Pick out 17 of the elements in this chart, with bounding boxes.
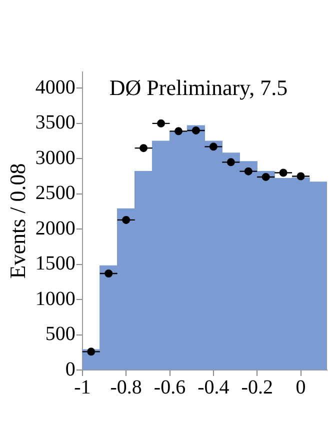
x-tick-label: 0 xyxy=(296,376,306,398)
y-tick-label: 2500 xyxy=(35,182,76,204)
x-tick-label: -0.2 xyxy=(241,376,273,398)
x-tick-label: -0.4 xyxy=(198,376,230,398)
y-tick-label: 0 xyxy=(65,358,76,380)
y-axis-title: Events / 0.08 xyxy=(4,163,30,279)
x-tick-label: -1 xyxy=(74,376,91,398)
y-tick-label: 4000 xyxy=(35,76,76,98)
y-tick-label: 500 xyxy=(45,323,76,346)
y-tick-label: 3500 xyxy=(35,112,76,134)
annotation: DØ Preliminary, 7.5 xyxy=(109,74,288,100)
y-tick-label: 3000 xyxy=(35,146,76,169)
y-tick-label: 2000 xyxy=(35,217,76,240)
x-tick-label: -0.6 xyxy=(154,376,186,398)
x-tick-label: -0.8 xyxy=(110,376,142,398)
y-tick-label: 1500 xyxy=(35,252,76,275)
y-tick-label: 1000 xyxy=(35,288,76,310)
